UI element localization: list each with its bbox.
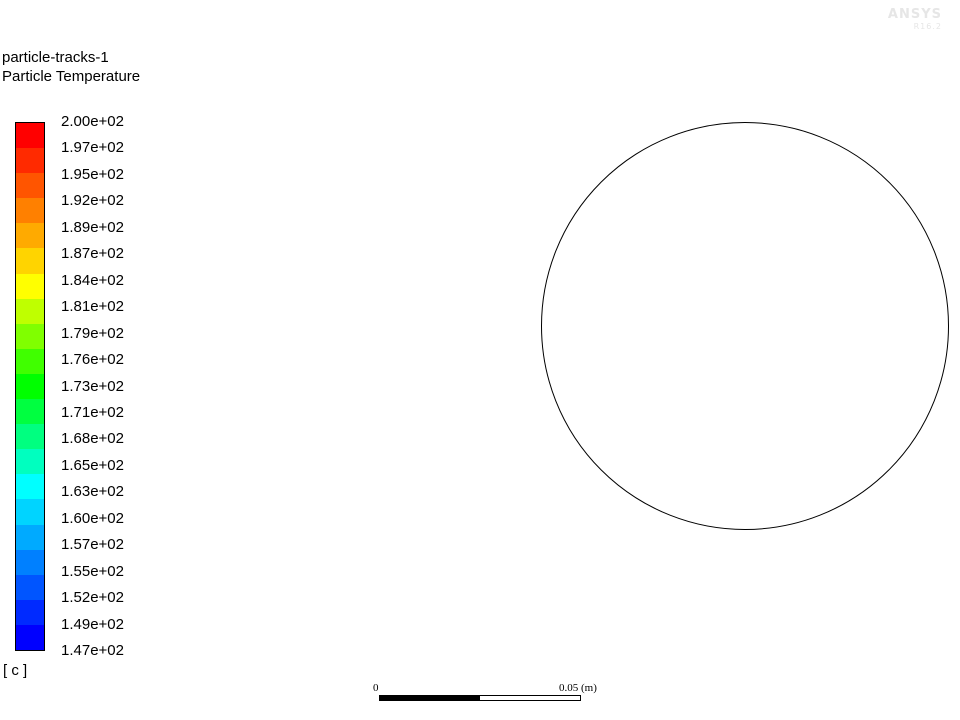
legend-swatch: [16, 198, 44, 224]
domain-boundary-circle: [541, 122, 949, 530]
legend-tick-label: 2.00e+02: [61, 113, 124, 130]
legend-swatch: [16, 449, 44, 475]
legend-tick-label: 1.63e+02: [61, 483, 124, 501]
legend-swatch: [16, 273, 44, 299]
legend-tick-label: 1.76e+02: [61, 351, 124, 369]
legend-swatch: [16, 148, 44, 174]
logo-line1: ANSYS: [887, 7, 942, 22]
legend-tick-label: 1.81e+02: [61, 298, 124, 316]
legend-tick-label: 1.65e+02: [61, 456, 124, 474]
legend-tick-label: 1.55e+02: [61, 562, 124, 580]
legend-swatch: [16, 373, 44, 400]
color-legend-bar: [15, 122, 45, 651]
legend-tick-label: 1.84e+02: [61, 271, 124, 289]
legend-swatch: [16, 574, 44, 600]
legend-swatch: [16, 624, 44, 650]
legend-swatch: [16, 323, 44, 349]
legend-swatch: [16, 348, 44, 374]
scale-bar-light-segment: [480, 696, 580, 700]
legend-tick-label: 1.57e+02: [61, 536, 124, 554]
legend-tick-label: 1.97e+02: [61, 139, 124, 157]
legend-swatch: [16, 298, 44, 324]
legend-swatch: [16, 499, 44, 525]
legend-swatch: [16, 524, 44, 550]
legend-swatch: [16, 549, 44, 575]
logo-line2: R16.2: [913, 22, 942, 31]
ansys-logo: ANSYS R16.2: [888, 8, 942, 34]
legend-swatch: [16, 399, 44, 425]
legend-tick-label: 1.60e+02: [61, 509, 124, 527]
scale-bar-dark-segment: [380, 696, 480, 700]
legend-swatch: [16, 248, 44, 274]
scale-bar-start-label: 0: [373, 682, 379, 694]
legend-tick-label: 1.71e+02: [61, 403, 124, 421]
legend-swatch: [16, 599, 44, 625]
legend-tick-label: 1.49e+02: [61, 615, 124, 633]
scale-bar: [379, 695, 581, 701]
legend-tick-label: 1.87e+02: [61, 245, 124, 263]
legend-swatch: [16, 223, 44, 249]
legend-tick-label: 1.68e+02: [61, 430, 124, 448]
legend-tick-label: 1.79e+02: [61, 324, 124, 342]
legend-tick-label: 1.92e+02: [61, 192, 124, 210]
legend-tick-label: 1.89e+02: [61, 218, 124, 236]
legend-tick-label: 1.95e+02: [61, 165, 124, 183]
variable-name-label: Particle Temperature: [2, 68, 141, 85]
legend-units-label: [ c ]: [3, 662, 28, 679]
legend-swatch: [16, 474, 44, 500]
scale-bar-end-label: 0.05 (m): [559, 682, 597, 694]
legend-swatch: [16, 424, 44, 450]
legend-swatch: [16, 123, 44, 149]
legend-swatch: [16, 173, 44, 199]
legend-tick-label: 1.47e+02: [61, 642, 124, 659]
legend-tick-label: 1.52e+02: [61, 589, 124, 607]
object-name-label: particle-tracks-1: [2, 49, 109, 66]
legend-tick-label: 1.73e+02: [61, 377, 124, 395]
